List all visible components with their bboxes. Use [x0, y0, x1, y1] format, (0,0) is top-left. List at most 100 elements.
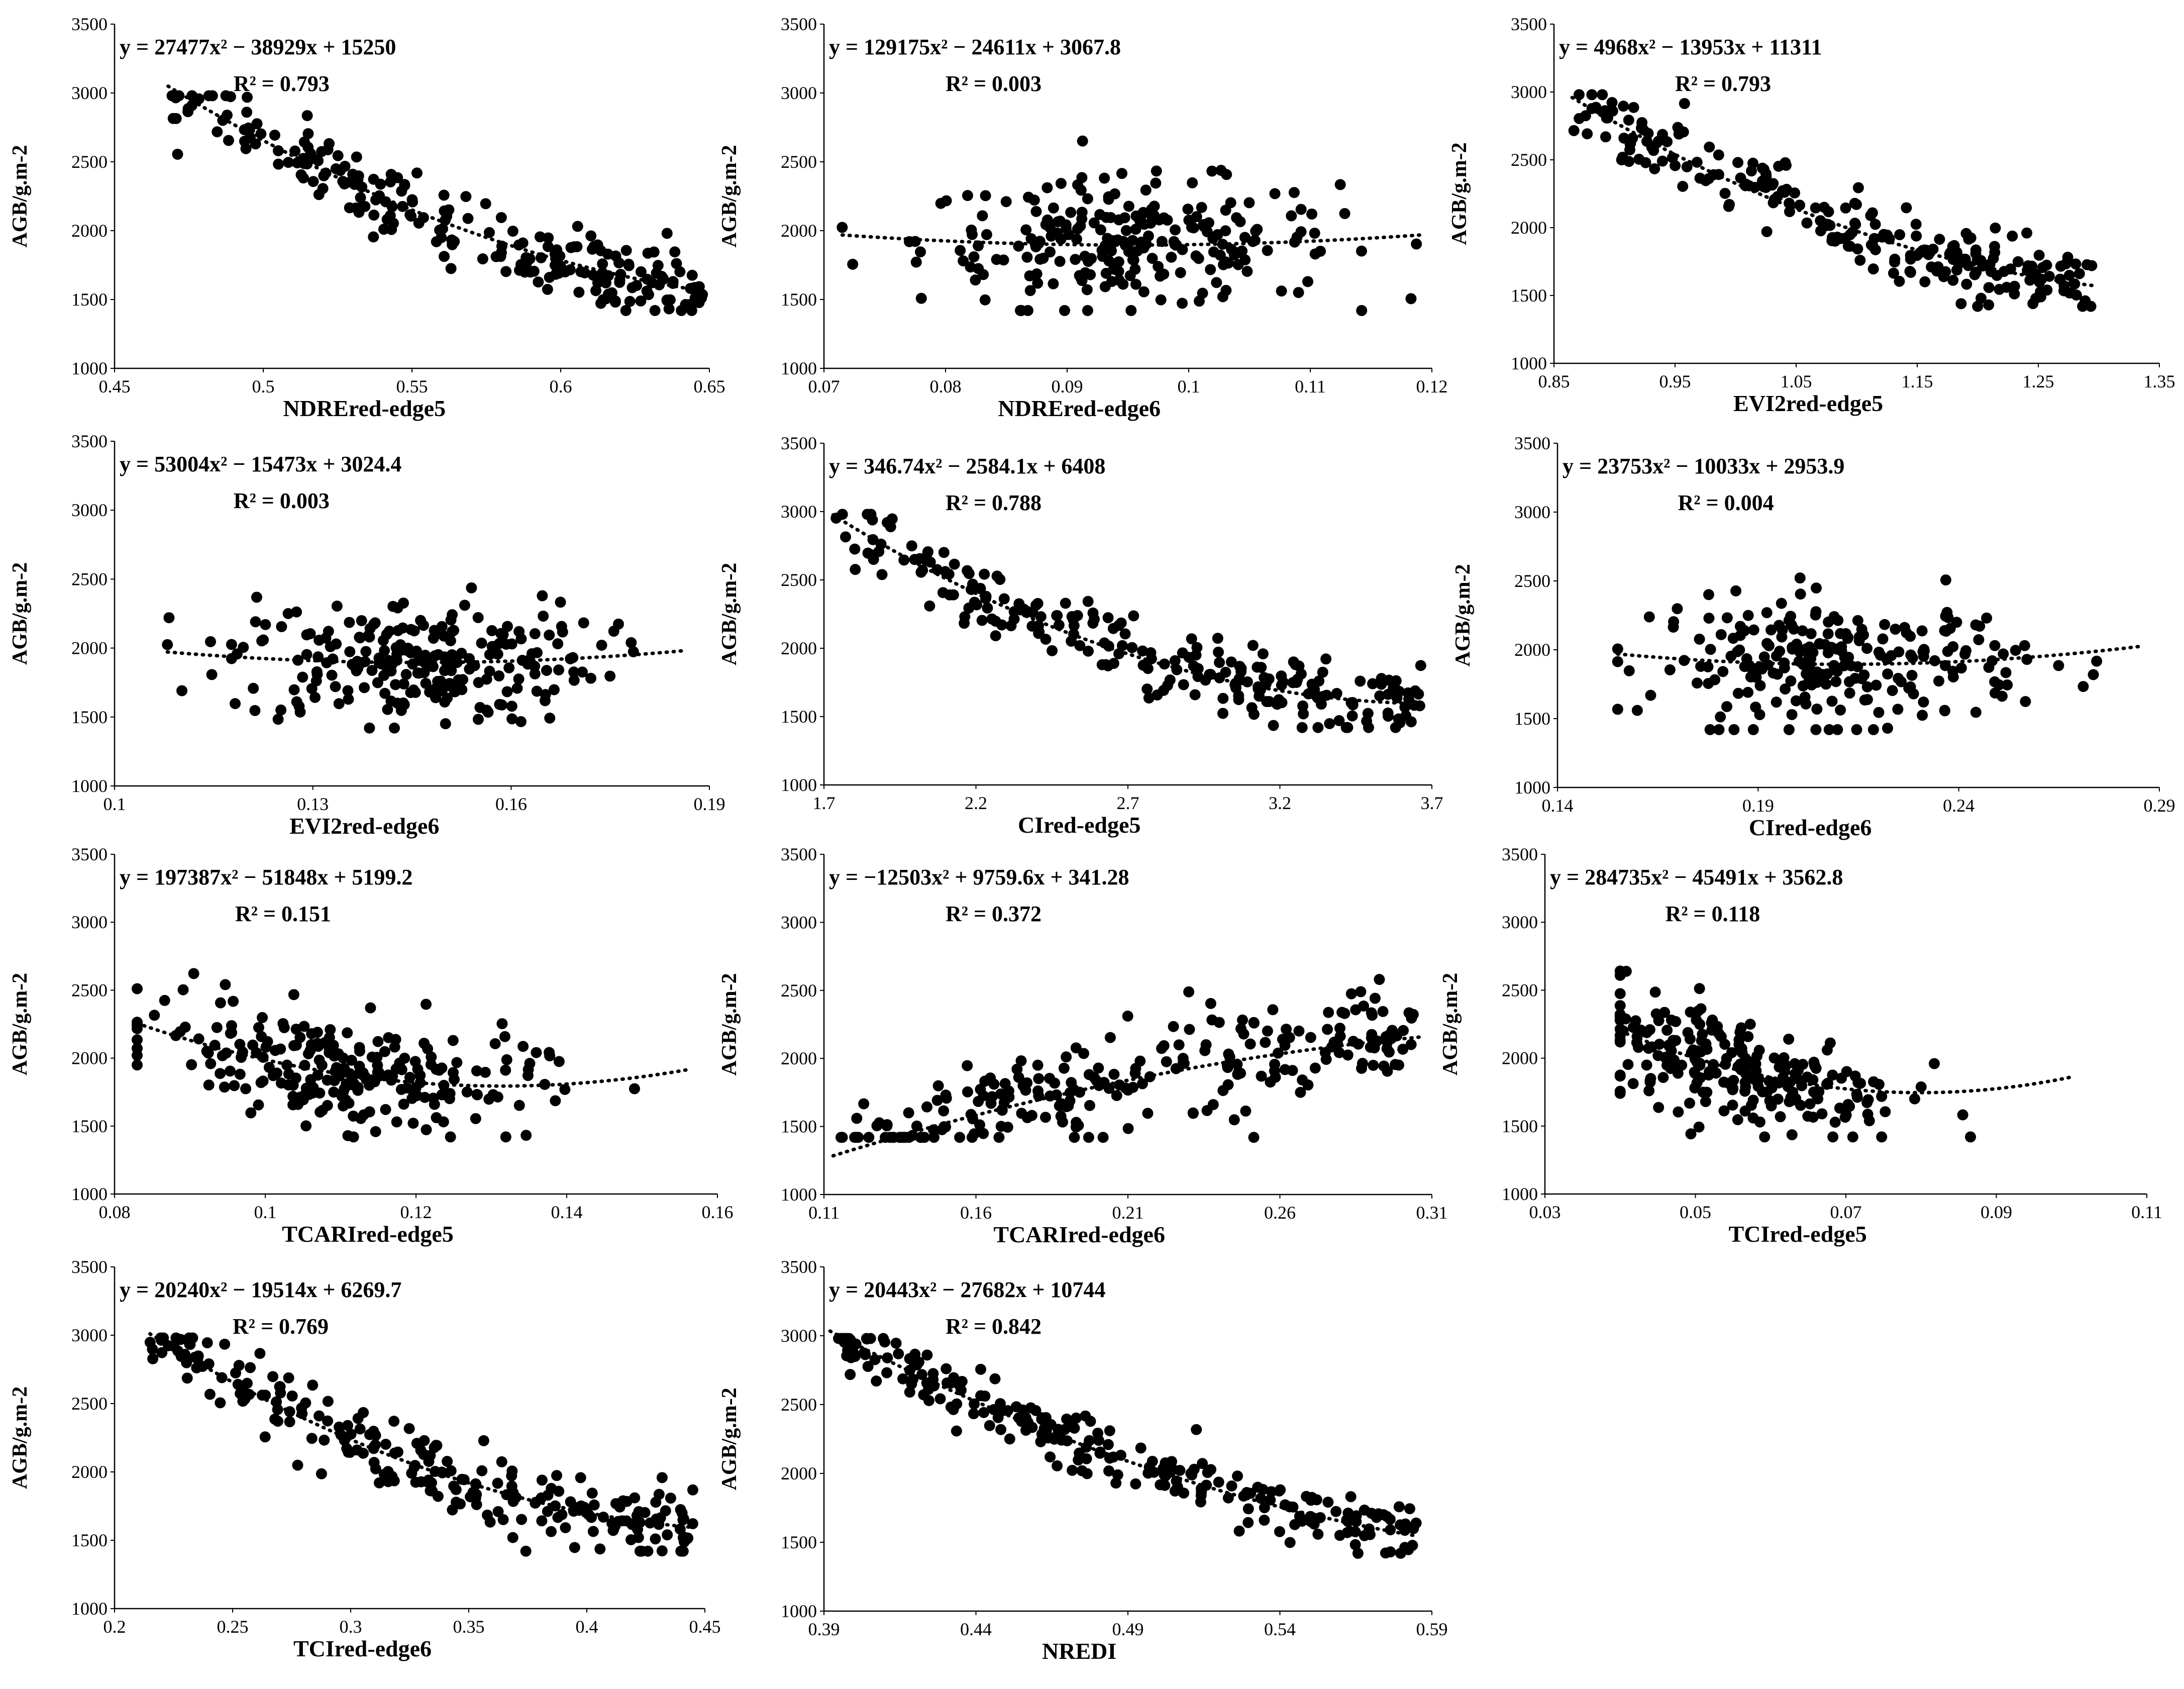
data-point: [1742, 1031, 1754, 1042]
data-point: [1703, 613, 1715, 624]
data-point: [1147, 253, 1158, 264]
data-point: [1293, 287, 1304, 299]
x-tick-label: 0.1: [1178, 376, 1200, 396]
data-point: [316, 1468, 327, 1479]
data-point: [1130, 278, 1141, 290]
data-point: [1614, 1023, 1626, 1035]
data-point: [344, 646, 356, 657]
data-point: [1694, 1058, 1706, 1069]
data-point: [430, 1440, 442, 1451]
data-point: [1084, 1100, 1095, 1111]
data-point: [1106, 245, 1117, 257]
data-point: [1832, 724, 1843, 735]
data-point: [1854, 255, 1866, 266]
data-point: [847, 258, 859, 270]
data-point: [1269, 1058, 1281, 1070]
data-point: [1850, 198, 1862, 210]
data-point: [170, 113, 182, 124]
data-point: [258, 634, 269, 646]
y-tick-label: 1500: [781, 1532, 817, 1552]
data-point: [1758, 651, 1770, 663]
data-point: [626, 637, 637, 648]
data-point: [162, 639, 173, 650]
data-point: [962, 1086, 973, 1098]
data-point: [1614, 1069, 1626, 1081]
data-point: [966, 1132, 978, 1143]
data-point: [1072, 610, 1083, 621]
data-point: [1811, 704, 1823, 715]
data-point: [1940, 574, 1951, 586]
data-point: [1113, 265, 1124, 277]
y-tick-label: 2500: [781, 570, 817, 590]
data-point: [204, 1388, 216, 1400]
data-point: [1274, 1526, 1285, 1537]
data-point: [1200, 1039, 1212, 1050]
r-squared-label: R² = 0.842: [946, 1314, 1042, 1339]
data-point: [1008, 613, 1020, 625]
data-point: [1126, 642, 1138, 653]
data-point: [1345, 1491, 1357, 1503]
data-point: [1082, 193, 1093, 205]
data-point: [1066, 1077, 1077, 1088]
data-point: [1390, 722, 1401, 733]
y-tick-label: 1000: [71, 1184, 108, 1204]
data-point: [501, 686, 513, 698]
data-point: [1108, 1068, 1120, 1080]
y-tick-label: 3500: [781, 433, 817, 453]
data-point: [2062, 251, 2073, 263]
data-point: [1122, 1123, 1134, 1134]
data-point: [979, 568, 990, 580]
data-point: [1715, 1030, 1726, 1042]
data-point: [1320, 653, 1332, 665]
x-tick-label: 0.44: [960, 1619, 992, 1639]
data-point: [1929, 655, 1940, 666]
data-point: [436, 1089, 448, 1101]
data-point: [1695, 661, 1707, 672]
data-point: [355, 192, 366, 204]
data-point: [159, 995, 170, 1006]
data-point: [948, 589, 959, 601]
y-tick-label: 2500: [1511, 150, 1547, 170]
data-point: [1955, 662, 1967, 674]
data-point: [368, 1457, 380, 1468]
data-point: [241, 1377, 253, 1389]
data-point: [506, 1465, 518, 1477]
y-tick-label: 2000: [781, 221, 817, 241]
data-point: [1703, 589, 1714, 601]
data-point: [230, 698, 241, 710]
data-point: [1648, 145, 1659, 156]
data-point: [323, 138, 335, 149]
data-point: [310, 675, 322, 686]
data-point: [398, 1099, 409, 1110]
data-point: [1032, 1085, 1044, 1097]
data-point: [1297, 1074, 1308, 1086]
data-point: [1759, 1131, 1771, 1143]
data-point: [1183, 986, 1195, 998]
data-point: [1719, 1039, 1731, 1050]
data-point: [1024, 285, 1036, 296]
data-point: [1641, 1059, 1652, 1071]
data-point: [1869, 244, 1881, 256]
data-point: [1161, 1056, 1172, 1067]
data-point: [471, 1065, 482, 1077]
data-point: [382, 1069, 394, 1081]
data-point: [1761, 607, 1773, 619]
data-point: [674, 266, 686, 277]
data-point: [1128, 610, 1139, 622]
data-point: [297, 671, 308, 683]
data-point: [1831, 231, 1843, 243]
data-point: [314, 1054, 325, 1066]
data-point: [1983, 282, 1995, 293]
y-axis-label: AGB/g.m-2: [9, 1386, 32, 1489]
data-point: [1795, 1100, 1806, 1111]
data-point: [559, 266, 571, 278]
data-point: [1732, 157, 1744, 168]
scatter-panel: 1000 1500 2000 2500 3000 3500 0.39 0.44 0.49 0.54…: [718, 1257, 1448, 1664]
data-point: [924, 600, 935, 612]
data-point: [1309, 684, 1320, 696]
data-point: [1385, 1546, 1396, 1558]
y-tick-label: 3500: [71, 14, 108, 34]
data-point: [653, 1488, 665, 1500]
data-point: [629, 1083, 640, 1095]
data-point: [314, 1410, 325, 1422]
